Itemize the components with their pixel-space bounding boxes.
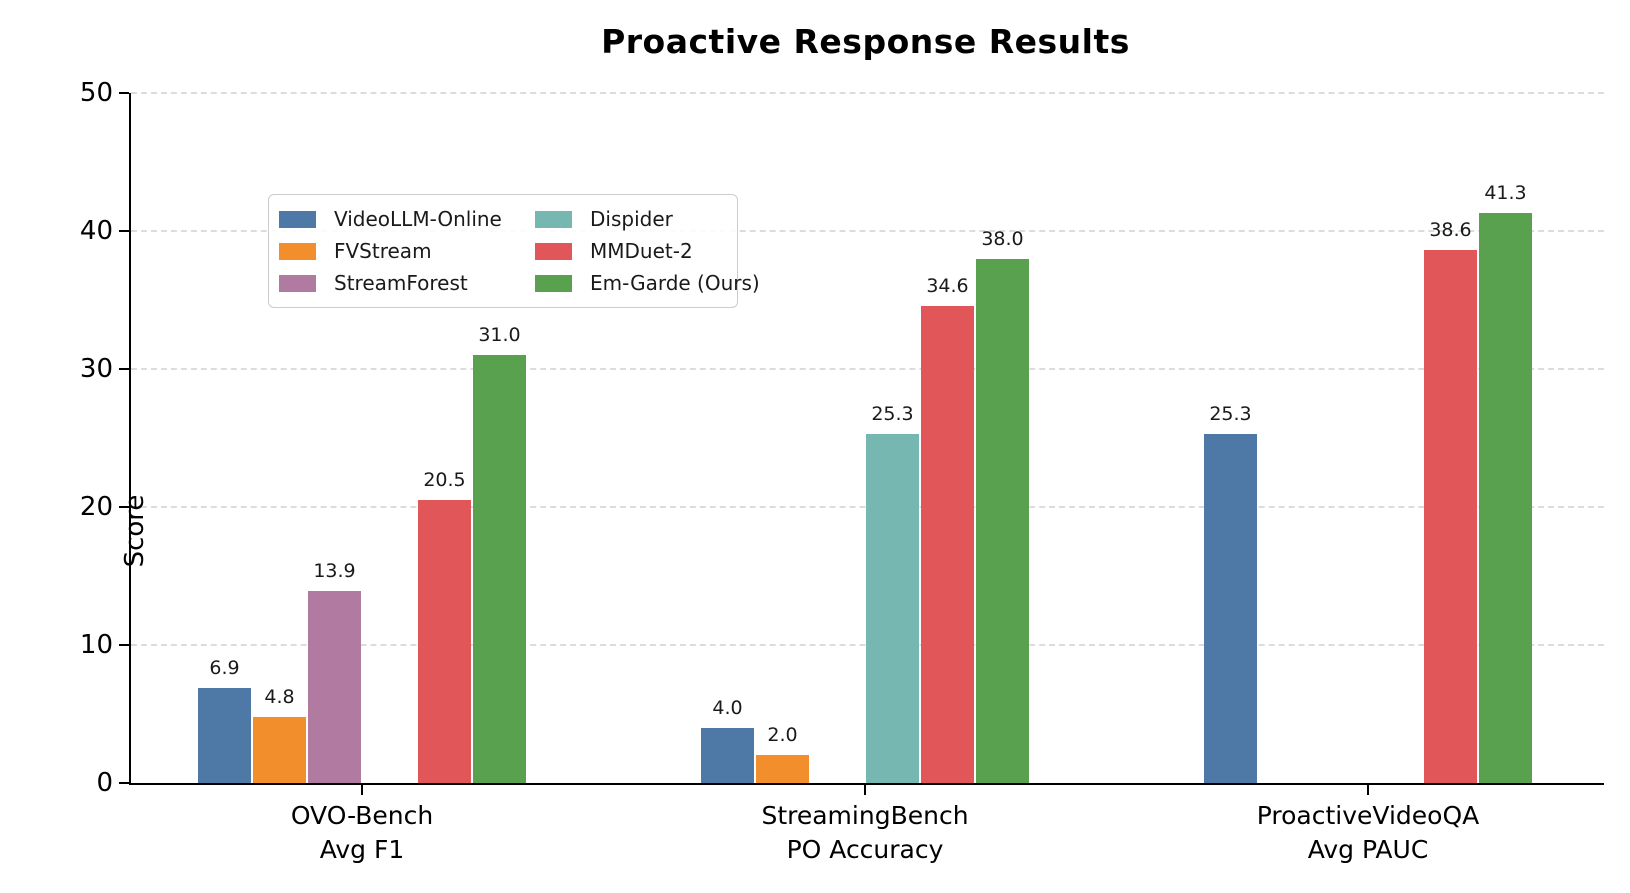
bar-value-label: 6.9 [209,656,240,679]
y-tick-mark [119,781,129,785]
y-axis-label: Score [120,494,150,568]
legend-swatch-icon [535,274,572,292]
y-tick-mark [119,229,129,233]
bar-FVStream-OVO-Bench [253,716,306,783]
legend-item-Em-Garde (Ours): Em-Garde (Ours) [535,271,760,295]
bar-Em-Garde (Ours)-OVO-Bench [473,355,526,783]
legend-item-StreamForest: StreamForest [279,271,535,295]
legend-item-label: Em-Garde (Ours) [590,271,760,295]
x-tick-label-line1: OVO-Bench [290,801,434,830]
bar-value-label: 38.6 [1429,219,1472,242]
bar-FVStream-StreamingBench [756,755,809,783]
legend-item-label: Dispider [590,207,673,231]
y-tick-mark [119,505,129,509]
bar-value-label: 4.8 [264,685,295,708]
bar-VideoLLM-Online-ProactiveVideoQA [1204,433,1257,783]
x-tick-label-ProactiveVideoQA: ProactiveVideoQA Avg PAUC [1148,799,1588,867]
legend-item-Dispider: Dispider [535,207,760,231]
legend-swatch-icon [535,210,572,228]
gridline-y30 [131,368,1604,370]
legend-item-MMDuet-2: MMDuet-2 [535,239,760,263]
chart-title: Proactive Response Results [601,22,1130,61]
x-tick-label-line1: StreamingBench [761,801,969,830]
bar-value-label: 34.6 [926,274,969,297]
legend-swatch-icon [279,210,316,228]
legend-item-label: MMDuet-2 [590,239,693,263]
bar-value-label: 13.9 [313,560,356,583]
bar-value-label: 31.0 [478,324,521,347]
legend-item-VideoLLM-Online: VideoLLM-Online [279,207,535,231]
bar-Dispider-StreamingBench [866,433,919,783]
bar-StreamForest-OVO-Bench [308,591,361,783]
legend-item-FVStream: FVStream [279,239,535,263]
y-tick-mark [119,91,129,95]
x-tick-label-line2: PO Accuracy [786,835,944,864]
y-tick-mark [119,643,129,647]
bar-value-label: 4.0 [712,696,743,719]
x-tick-label-StreamingBench: StreamingBench PO Accuracy [645,799,1085,867]
y-tick-label: 20 [79,492,113,522]
bar-value-label: 25.3 [871,402,914,425]
bar-value-label: 25.3 [1209,402,1252,425]
legend-swatch-icon [279,242,316,260]
bar-MMDuet-2-ProactiveVideoQA [1424,250,1477,783]
bar-value-label: 41.3 [1484,182,1527,205]
bar-MMDuet-2-OVO-Bench [418,500,471,783]
y-tick-label: 10 [79,630,113,660]
bar-VideoLLM-Online-OVO-Bench [198,687,251,783]
bar-MMDuet-2-StreamingBench [921,305,974,783]
legend-item-label: StreamForest [334,271,468,295]
x-tick-mark [360,785,364,795]
bar-value-label: 38.0 [981,227,1024,250]
y-tick-label: 30 [79,354,113,384]
bar-value-label: 20.5 [423,469,466,492]
y-tick-label: 40 [79,216,113,246]
x-tick-label-line2: Avg F1 [319,835,405,864]
legend: VideoLLM-Online FVStream StreamForest Dispi… [268,194,760,308]
y-tick-label: 0 [96,768,113,798]
x-tick-mark [863,785,867,795]
y-tick-mark [119,367,129,371]
x-tick-label-line2: Avg PAUC [1307,835,1429,864]
legend-swatch-icon [535,242,572,260]
gridline-y50 [131,92,1604,94]
y-tick-label: 50 [79,78,113,108]
bar-Em-Garde (Ours)-StreamingBench [976,258,1029,783]
bar-VideoLLM-Online-StreamingBench [701,727,754,783]
x-tick-mark [1366,785,1370,795]
legend-item-label: VideoLLM-Online [334,207,502,231]
x-tick-label-line1: ProactiveVideoQA [1256,801,1480,830]
gridline-y40 [131,230,1604,232]
bar-value-label: 2.0 [767,724,798,747]
legend-item-label: FVStream [334,239,432,263]
legend-swatch-icon [279,274,316,292]
bar-Em-Garde (Ours)-ProactiveVideoQA [1479,213,1532,783]
x-tick-label-OVO-Bench: OVO-Bench Avg F1 [142,799,582,867]
